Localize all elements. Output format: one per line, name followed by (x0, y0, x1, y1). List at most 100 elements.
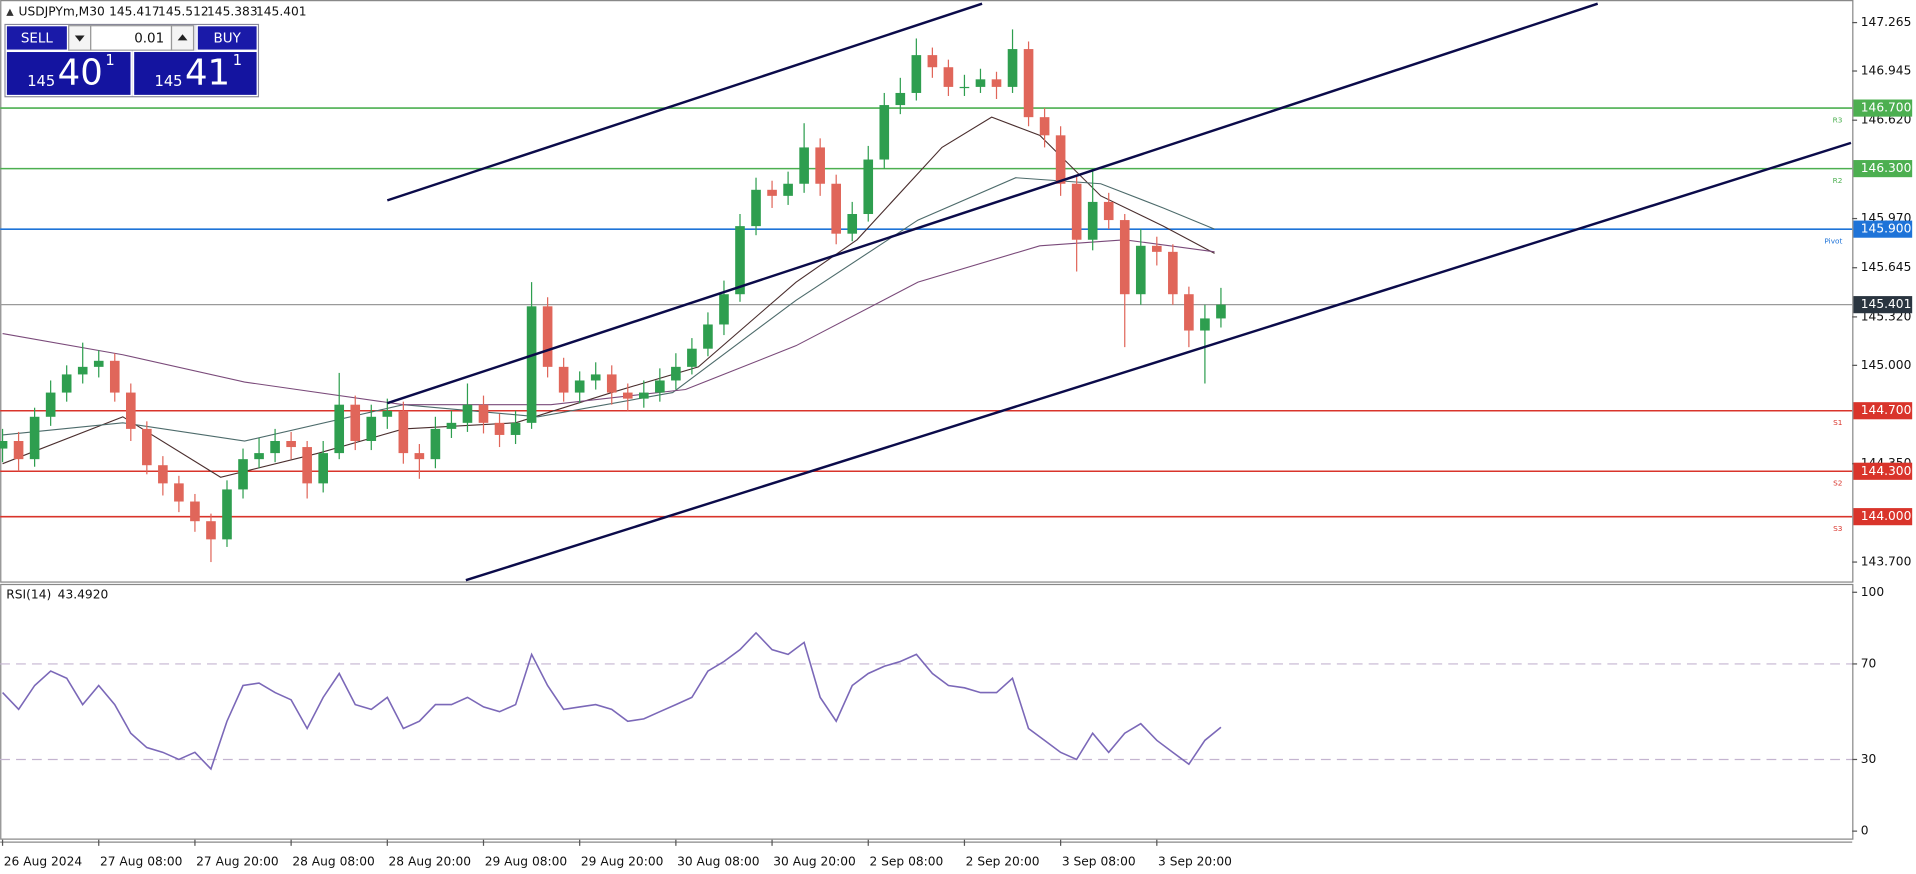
candle-body (1135, 245, 1146, 295)
candle-body (478, 404, 489, 423)
x-tick-label: 28 Aug 20:00 (389, 854, 472, 868)
sell-button[interactable] (5, 25, 69, 51)
candle-body (863, 159, 874, 215)
x-tick-label: 26 Aug 2024 (4, 854, 83, 868)
candle-body (286, 441, 296, 448)
candle-body (815, 147, 825, 184)
candle-body (1087, 201, 1098, 240)
candle-body (414, 453, 425, 460)
candle-body (1184, 294, 1194, 331)
level-price-label: 144.300 (1861, 464, 1912, 478)
candle-body (1071, 183, 1082, 240)
up-arrow (177, 34, 188, 41)
candle-body (302, 447, 312, 484)
level-price-label: 146.300 (1861, 161, 1912, 175)
x-tick-label: 29 Aug 08:00 (485, 854, 568, 868)
candle-body (799, 147, 809, 184)
level-price-box (1853, 462, 1913, 480)
candle-body (719, 294, 729, 325)
candle-body (991, 79, 1002, 87)
rsi-title: RSI(14) (6, 587, 51, 601)
candle-body (350, 404, 361, 441)
y-tick-label: 147.265 (1861, 15, 1912, 29)
level-price-label: 145.900 (1861, 222, 1912, 236)
x-tick-label: 30 Aug 20:00 (773, 854, 856, 868)
x-tick-label: 29 Aug 20:00 (581, 854, 664, 868)
x-tick-label: 30 Aug 08:00 (677, 854, 760, 868)
candle-body (382, 410, 393, 417)
candle-body (190, 501, 200, 522)
level-price-label: 146.700 (1861, 101, 1912, 115)
candle-body (959, 86, 970, 89)
level-price-label: 144.000 (1861, 509, 1912, 523)
level-price-box (1853, 220, 1913, 238)
x-tick-label: 2 Sep 08:00 (869, 854, 943, 868)
candle-body (318, 453, 328, 484)
bid-box[interactable] (5, 50, 132, 97)
candle-body (1007, 49, 1018, 87)
candle-body (975, 79, 986, 87)
level-name: S1 (1833, 418, 1842, 427)
candle-body (0, 441, 8, 449)
ohlc-value: 145.383 (207, 5, 258, 19)
down-arrow (74, 35, 85, 42)
candle-body (1103, 201, 1114, 221)
level-name: S2 (1833, 479, 1842, 488)
y-tick-label: 70 (1861, 656, 1877, 670)
level-name: R2 (1833, 176, 1843, 185)
ask-prefix: 145 (155, 73, 183, 90)
rsi-pane-frame (0, 583, 1854, 840)
level-price-box (1853, 160, 1913, 178)
channel-line (465, 141, 1852, 582)
candle-body (222, 489, 232, 540)
ask-box[interactable] (132, 50, 258, 97)
candle-body (895, 92, 906, 106)
candle-body (93, 360, 104, 367)
candle-body (542, 306, 553, 367)
candle-body (847, 214, 858, 234)
sell-label[interactable]: SELL (21, 32, 54, 47)
candle-body (574, 380, 585, 393)
collapse-icon[interactable] (6, 8, 14, 16)
candle-body (462, 404, 473, 423)
buy-button[interactable] (196, 25, 258, 51)
candle-body (206, 521, 216, 540)
ask-big: 41 (185, 53, 230, 94)
candle-body (735, 226, 745, 295)
candle-body (125, 392, 136, 429)
candle-body (606, 374, 617, 393)
level-price-box (1853, 99, 1913, 117)
candle-body (590, 374, 601, 381)
x-tick-label: 27 Aug 20:00 (196, 854, 278, 868)
candle-body (430, 428, 441, 460)
candle-body (174, 483, 184, 502)
ohlc-value: 145.512 (158, 5, 209, 19)
ohlc-value: 145.417 (109, 5, 160, 19)
x-tick-label: 3 Sep 20:00 (1158, 854, 1232, 868)
moving-average (2, 116, 1215, 478)
candle-body (1216, 304, 1226, 319)
candle-body (927, 55, 938, 68)
y-tick-label: 145.000 (1861, 358, 1912, 372)
ask-sup: 1 (233, 52, 242, 69)
level-price-label: 144.700 (1861, 403, 1912, 417)
chart-title: USDJPYm,M30 (19, 5, 105, 19)
buy-label[interactable]: BUY (214, 32, 242, 47)
bid-big: 40 (58, 53, 103, 94)
candle-body (29, 416, 40, 460)
level-name: Pivot (1824, 236, 1842, 245)
level-name: R3 (1833, 115, 1843, 124)
candle-body (254, 453, 264, 460)
candle-body (558, 366, 569, 393)
y-tick-label: 100 (1861, 585, 1884, 599)
candle-body (77, 366, 88, 375)
candle-body (943, 67, 954, 87)
candle-body (238, 459, 248, 490)
main-pane-frame (0, 0, 1854, 583)
x-tick-label: 27 Aug 08:00 (100, 854, 182, 868)
y-tick-label: 145.645 (1861, 260, 1912, 274)
candle-body (655, 380, 665, 393)
candle-body (446, 422, 457, 429)
volume-value[interactable]: 0.01 (134, 32, 164, 47)
